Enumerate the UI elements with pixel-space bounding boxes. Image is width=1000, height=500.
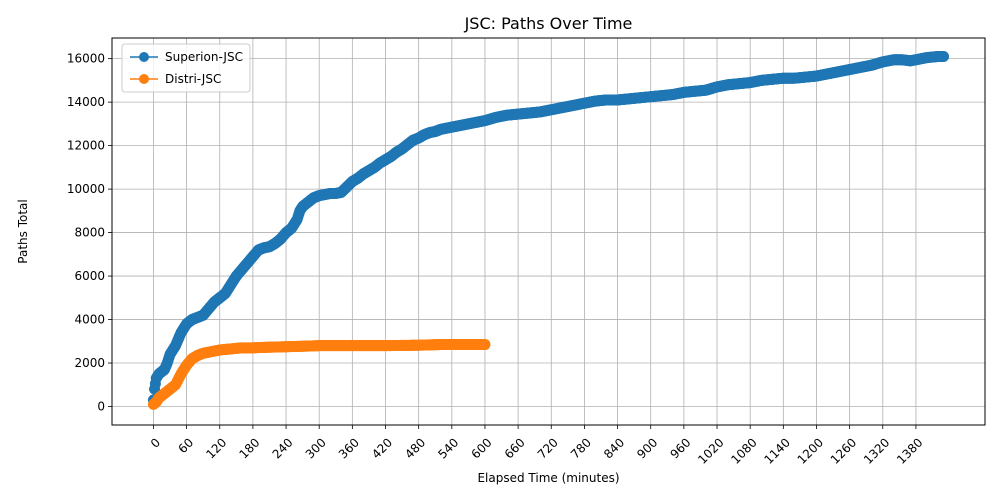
chart-title: JSC: Paths Over Time bbox=[464, 14, 633, 33]
legend-item-superion-jsc: Superion-JSC bbox=[130, 50, 243, 64]
y-tick-label: 0 bbox=[97, 400, 105, 414]
series-distri-jsc bbox=[147, 339, 491, 410]
data-point bbox=[938, 50, 950, 62]
grid bbox=[112, 38, 985, 425]
plot-frame bbox=[111, 37, 986, 426]
y-tick-label: 4000 bbox=[74, 313, 105, 327]
y-tick-label: 10000 bbox=[67, 182, 105, 196]
y-tick-label: 14000 bbox=[67, 95, 105, 109]
y-tick-label: 12000 bbox=[67, 139, 105, 153]
y-axis: 0 2000 4000 6000 8000 10000 12000 14000 16000 bbox=[67, 52, 112, 414]
legend-marker bbox=[139, 74, 149, 84]
series-layer bbox=[147, 50, 950, 410]
y-tick-label: 6000 bbox=[74, 269, 105, 283]
x-axis-label: Elapsed Time (minutes) bbox=[477, 471, 619, 485]
y-tick-label: 16000 bbox=[67, 52, 105, 66]
legend: Superion-JSC Distri-JSC bbox=[121, 43, 251, 93]
data-point bbox=[479, 339, 491, 351]
y-axis-label: Paths Total bbox=[16, 199, 30, 263]
y-tick-label: 8000 bbox=[74, 226, 105, 240]
legend-label: Superion-JSC bbox=[165, 50, 243, 64]
legend-box bbox=[121, 43, 251, 93]
y-tick-label: 2000 bbox=[74, 356, 105, 370]
series-superion-jsc bbox=[147, 50, 950, 406]
legend-item-distri-jsc: Distri-JSC bbox=[130, 72, 221, 86]
legend-marker bbox=[139, 52, 149, 62]
legend-label: Distri-JSC bbox=[165, 72, 221, 86]
